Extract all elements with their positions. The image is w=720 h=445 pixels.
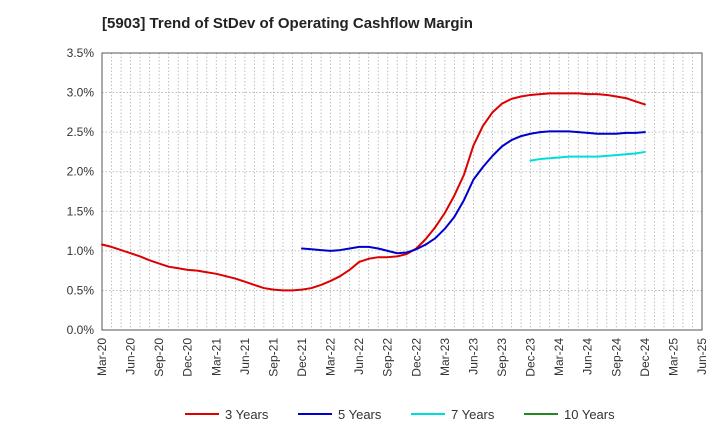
x-tick-label: Mar-24 <box>552 338 566 376</box>
y-tick-label: 0.5% <box>67 283 95 297</box>
x-tick-label: Sep-24 <box>609 338 623 377</box>
legend-label: 3 Years <box>225 407 269 422</box>
x-tick-label: Dec-24 <box>638 338 652 377</box>
x-tick-label: Dec-22 <box>409 338 423 377</box>
x-tick-label: Mar-23 <box>438 338 452 376</box>
plot-area <box>102 53 702 330</box>
y-tick-label: 1.5% <box>67 204 95 218</box>
x-tick-label: Dec-21 <box>295 338 309 377</box>
x-tick-label: Sep-22 <box>381 338 395 377</box>
x-tick-label: Jun-20 <box>124 338 138 375</box>
x-tick-label: Sep-21 <box>266 338 280 377</box>
y-tick-label: 2.5% <box>67 125 95 139</box>
x-tick-label: Mar-20 <box>95 338 109 376</box>
x-tick-label: Jun-23 <box>466 338 480 375</box>
x-tick-label: Mar-21 <box>209 338 223 376</box>
x-tick-label: Jun-22 <box>352 338 366 375</box>
x-tick-label: Jun-25 <box>695 338 709 375</box>
x-tick-label: Jun-24 <box>581 338 595 375</box>
x-tick-label: Dec-23 <box>524 338 538 377</box>
series-line-5-years <box>301 130 646 255</box>
series-line-3-years <box>101 92 646 292</box>
y-tick-label: 2.0% <box>67 165 95 179</box>
x-tick-label: Mar-25 <box>666 338 680 376</box>
x-tick-label: Jun-21 <box>238 338 252 375</box>
legend-label: 5 Years <box>338 407 382 422</box>
plot-border <box>101 52 703 331</box>
y-tick-label: 0.0% <box>67 323 95 337</box>
series-line-7-years <box>529 150 646 162</box>
y-tick-label: 1.0% <box>67 244 95 258</box>
chart-title: [5903] Trend of StDev of Operating Cashf… <box>102 15 473 32</box>
legend-label: 7 Years <box>451 407 495 422</box>
legend-label: 10 Years <box>564 407 615 422</box>
y-tick-label: 3.5% <box>67 46 95 60</box>
y-tick-label: 3.0% <box>67 86 95 100</box>
x-tick-label: Dec-20 <box>181 338 195 377</box>
x-tick-label: Sep-20 <box>152 338 166 377</box>
x-tick-label: Mar-22 <box>324 338 338 376</box>
x-tick-label: Sep-23 <box>495 338 509 377</box>
